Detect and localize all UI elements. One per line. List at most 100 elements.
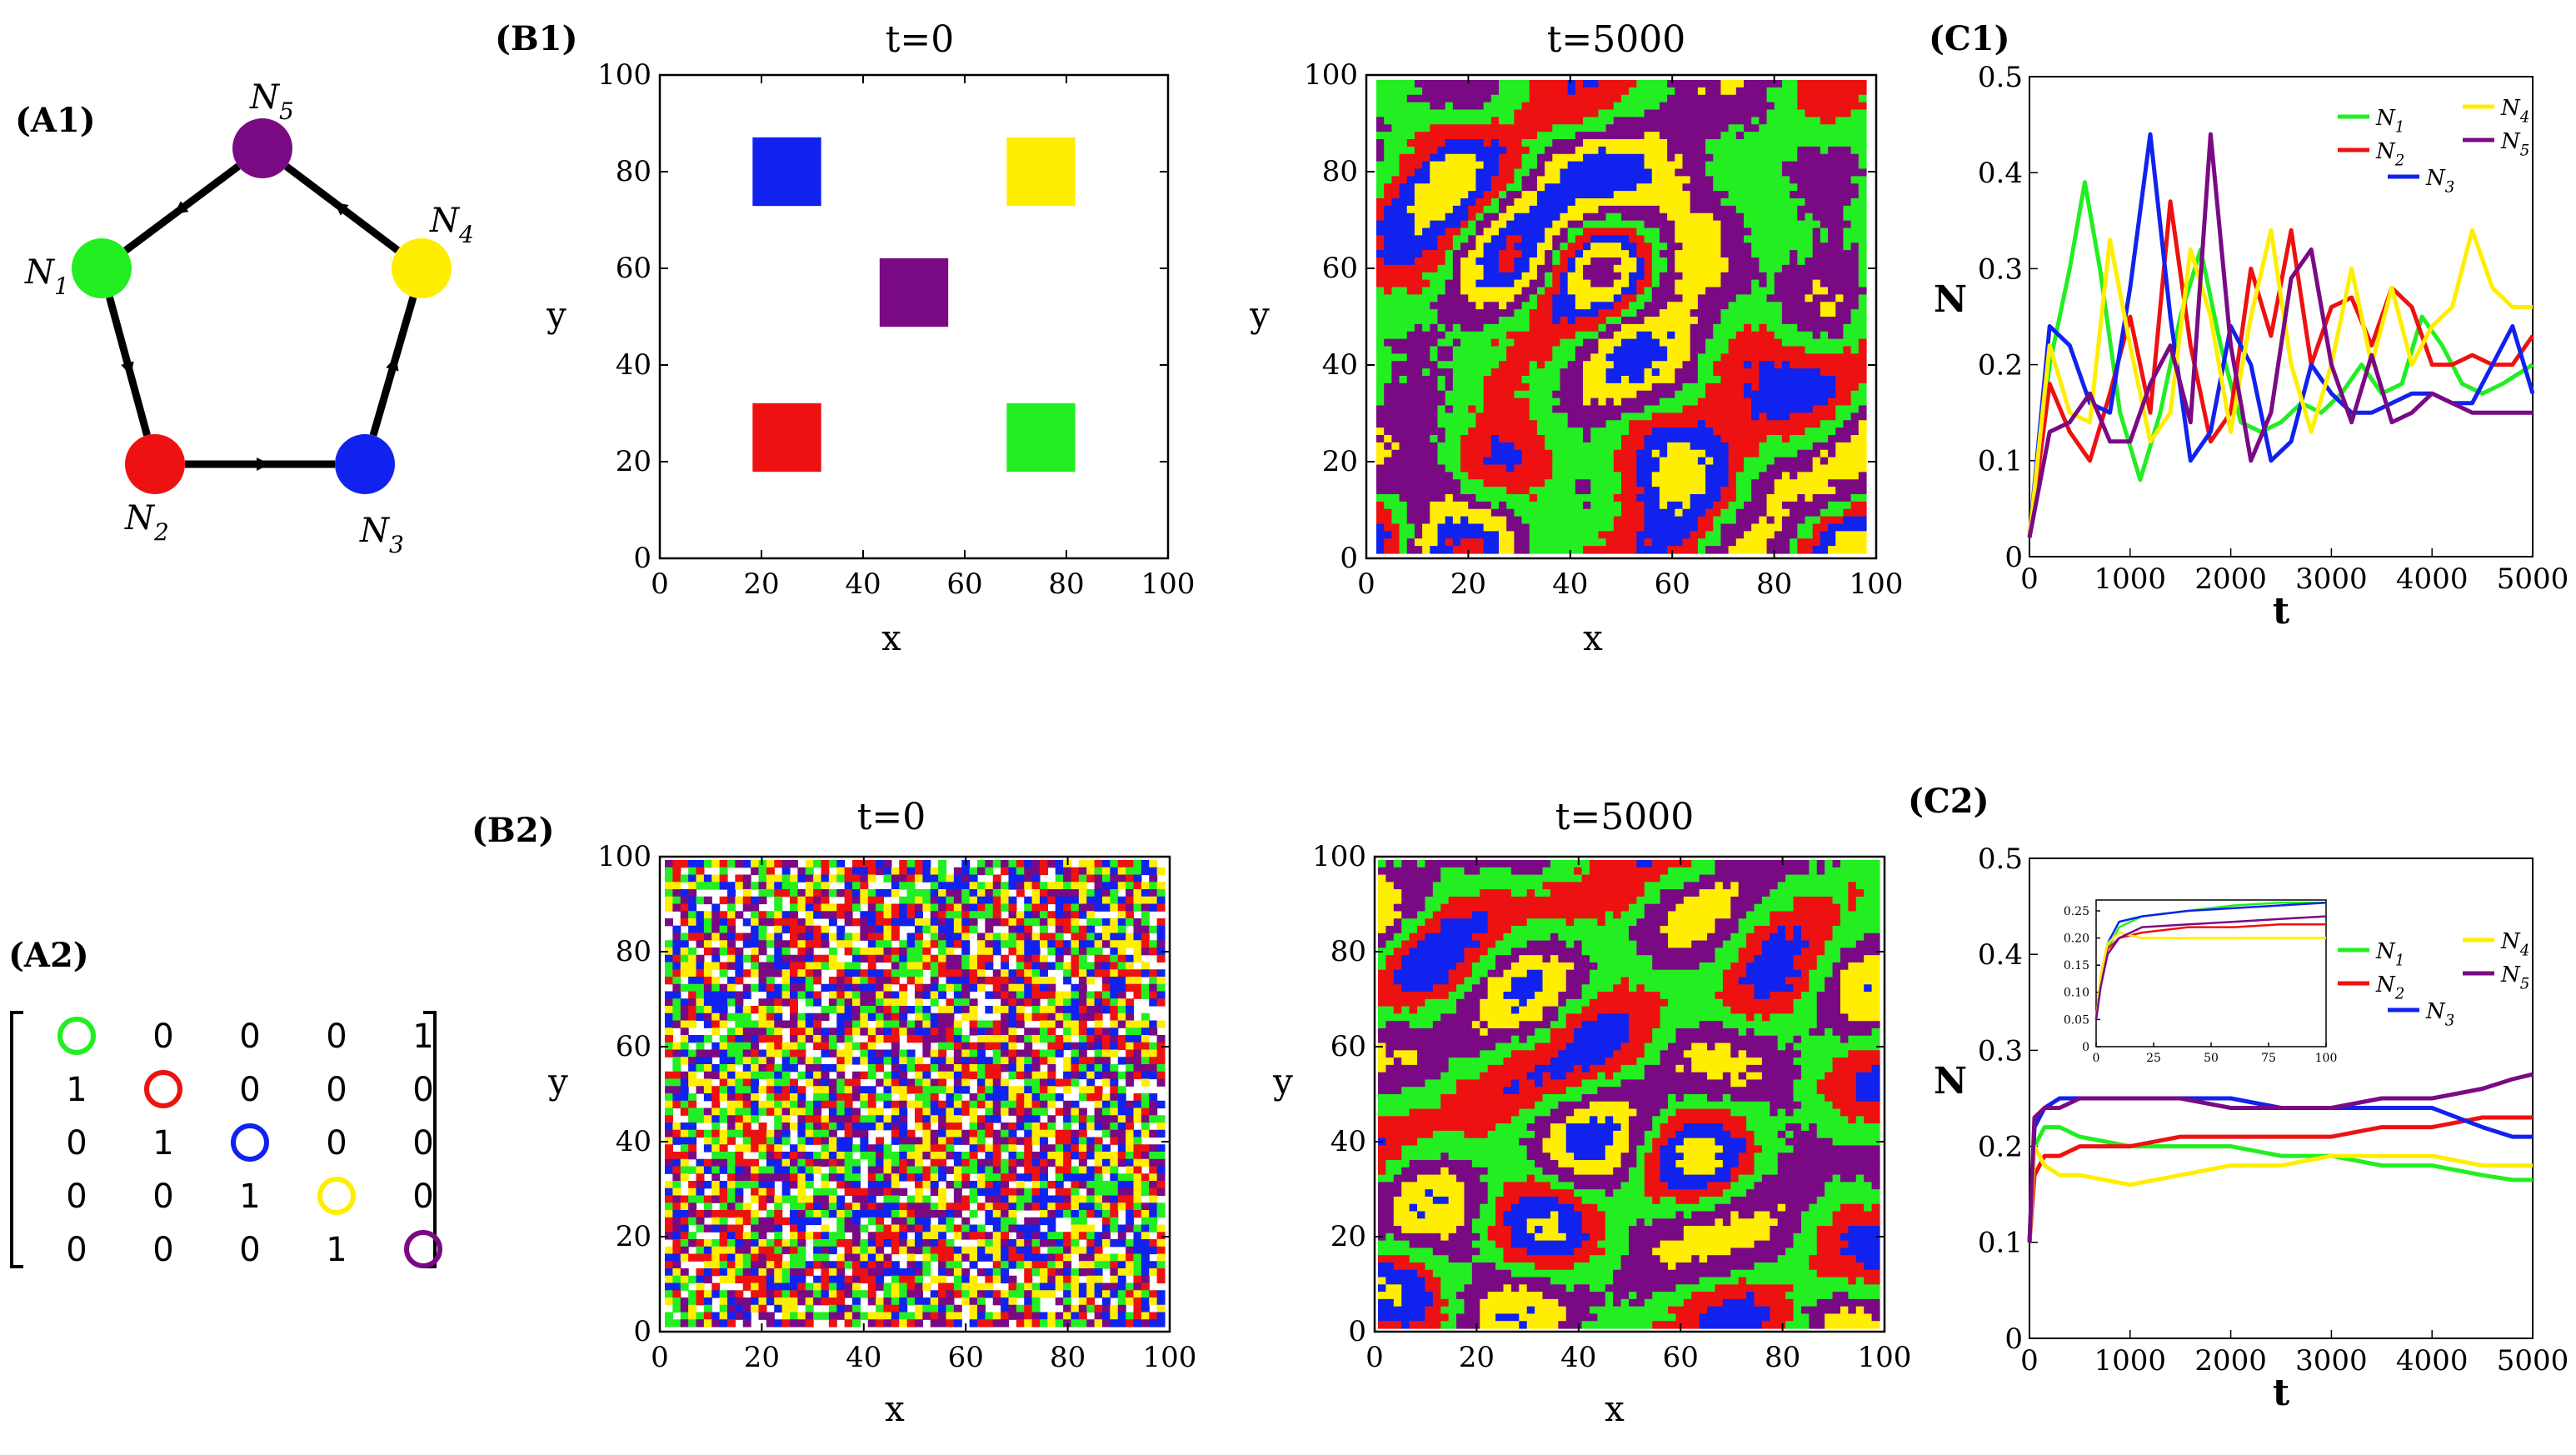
grid-cell xyxy=(751,918,760,927)
grid-cell xyxy=(1697,212,1706,222)
grid-cell xyxy=(1384,338,1392,348)
grid-cell xyxy=(1422,546,1430,554)
grid-cell xyxy=(1644,376,1653,384)
grid-cell xyxy=(1659,501,1668,510)
grid-cell xyxy=(1583,235,1591,243)
grid-cell xyxy=(1629,472,1637,480)
grid-cell xyxy=(1384,390,1392,399)
grid-cell xyxy=(1713,109,1722,118)
grid-cell xyxy=(1414,198,1423,207)
grid-cell xyxy=(1391,390,1400,399)
grid-cell xyxy=(1735,420,1745,428)
x-tick-label: 100 xyxy=(1141,568,1196,601)
grid-cell xyxy=(719,998,728,1007)
grid-cell xyxy=(766,1049,775,1058)
grid-cell xyxy=(1598,501,1607,510)
grid-cell xyxy=(1414,109,1423,118)
grid-cell xyxy=(1414,317,1423,325)
grid-cell xyxy=(1659,331,1668,340)
grid-cell xyxy=(1452,501,1461,510)
grid-cell xyxy=(680,1268,689,1277)
grid-cell xyxy=(1781,382,1790,392)
grid-cell xyxy=(1820,472,1829,480)
grid-cell xyxy=(1850,398,1860,407)
grid-cell xyxy=(1667,398,1675,407)
grid-cell xyxy=(1475,323,1485,332)
grid-cell xyxy=(1781,449,1790,458)
grid-cell xyxy=(1445,183,1454,192)
grid-cell xyxy=(1583,117,1591,125)
grid-cell xyxy=(1781,376,1790,384)
grid-cell xyxy=(1713,508,1722,518)
grid-cell xyxy=(1651,338,1660,348)
grid-cell xyxy=(1675,279,1684,288)
grid-cell xyxy=(1598,457,1607,466)
grid-cell xyxy=(1697,294,1706,302)
grid-cell xyxy=(1490,323,1500,332)
grid-cell xyxy=(688,932,697,941)
grid-cell xyxy=(703,1086,712,1094)
grid-cell xyxy=(1445,264,1454,273)
grid-cell xyxy=(1613,390,1622,399)
grid-cell xyxy=(1376,250,1385,258)
grid-cell xyxy=(1445,94,1454,103)
grid-cell xyxy=(1452,449,1461,458)
grid-cell xyxy=(1567,183,1576,192)
grid-cell xyxy=(1521,80,1530,88)
grid-cell xyxy=(1567,390,1576,399)
grid-cell xyxy=(1697,146,1706,155)
grid-cell xyxy=(1430,228,1439,236)
grid-cell xyxy=(696,1290,705,1298)
grid-cell xyxy=(1590,516,1600,525)
grid-cell xyxy=(719,1042,728,1051)
grid-cell xyxy=(1675,153,1684,162)
grid-cell xyxy=(1621,176,1630,184)
grid-cell xyxy=(1376,428,1385,436)
grid-cell xyxy=(1720,153,1730,162)
grid-cell xyxy=(1766,323,1775,332)
matrix-entry: 0 xyxy=(239,1071,260,1109)
grid-cell xyxy=(1499,464,1507,472)
grid-cell xyxy=(1781,435,1790,443)
grid-cell xyxy=(1514,412,1523,421)
grid-cell xyxy=(1499,146,1507,155)
grid-cell xyxy=(1483,538,1492,547)
grid-cell xyxy=(1820,264,1829,273)
grid-cell xyxy=(688,1210,697,1218)
grid-cell xyxy=(1529,382,1538,392)
grid-cell xyxy=(1828,250,1836,258)
grid-cell xyxy=(1598,176,1607,184)
grid-cell xyxy=(1766,272,1775,281)
grid-cell xyxy=(1644,428,1653,436)
grid-cell xyxy=(1629,272,1637,281)
grid-cell xyxy=(1399,376,1408,384)
grid-cell xyxy=(1713,287,1722,295)
grid-cell xyxy=(1705,242,1714,251)
grid-cell xyxy=(1790,361,1798,369)
grid-cell xyxy=(1751,353,1760,362)
grid-cell xyxy=(1659,428,1668,436)
grid-cell xyxy=(1705,132,1714,140)
grid-cell xyxy=(1567,287,1576,295)
grid-cell xyxy=(1659,479,1668,488)
grid-cell xyxy=(1812,168,1821,177)
network-node-n1 xyxy=(72,238,132,298)
grid-cell xyxy=(1613,472,1622,480)
grid-cell xyxy=(1843,124,1852,132)
grid-cell xyxy=(742,1202,751,1211)
grid-cell xyxy=(1384,168,1392,177)
grid-cell xyxy=(1675,132,1684,140)
grid-cell xyxy=(1659,198,1668,207)
grid-cell xyxy=(1567,346,1576,354)
grid-cell xyxy=(1728,302,1737,310)
grid-cell xyxy=(1422,361,1430,369)
grid-cell xyxy=(1506,176,1515,184)
grid-cell xyxy=(766,1006,775,1014)
grid-cell xyxy=(1858,279,1867,288)
grid-cell xyxy=(1430,168,1439,177)
grid-cell xyxy=(1399,317,1408,325)
grid-cell xyxy=(1521,309,1530,318)
grid-cell xyxy=(1399,428,1408,436)
grid-cell xyxy=(1514,264,1523,273)
grid-cell xyxy=(1460,302,1469,310)
